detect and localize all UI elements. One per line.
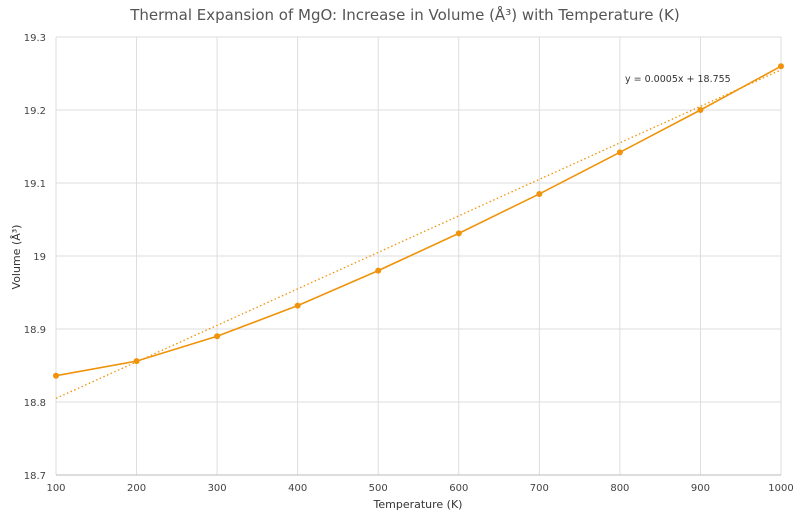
chart-title: Thermal Expansion of MgO: Increase in Vo… bbox=[129, 5, 680, 24]
trendline-line bbox=[55, 69, 782, 399]
series-volume bbox=[53, 63, 784, 379]
x-tick-label: 600 bbox=[449, 483, 468, 494]
data-point bbox=[697, 107, 704, 113]
x-tick-label: 300 bbox=[208, 483, 227, 494]
data-point bbox=[53, 372, 59, 379]
data-point bbox=[214, 333, 221, 340]
trendline bbox=[55, 69, 782, 399]
y-tick-label: 18.7 bbox=[24, 471, 46, 482]
y-tick-label: 18.9 bbox=[24, 325, 46, 336]
data-point bbox=[294, 302, 301, 309]
x-axis-ticks: 100 200 300 400 500 600 700 800 900 1000 bbox=[46, 483, 793, 494]
data-point bbox=[375, 267, 382, 274]
data-point bbox=[616, 149, 623, 156]
x-tick-label: 900 bbox=[691, 483, 710, 494]
x-axis-label: Temperature (K) bbox=[373, 498, 463, 511]
y-tick-label: 18.8 bbox=[24, 398, 46, 409]
series-line bbox=[55, 65, 782, 377]
data-point bbox=[455, 230, 462, 237]
y-tick-label: 19 bbox=[33, 252, 46, 263]
x-tick-label: 200 bbox=[127, 483, 146, 494]
y-tick-label: 19.2 bbox=[24, 106, 46, 117]
data-point bbox=[133, 358, 140, 365]
y-tick-label: 19.3 bbox=[24, 33, 46, 44]
x-tick-label: 1000 bbox=[768, 483, 793, 494]
y-tick-label: 19.1 bbox=[24, 179, 46, 190]
x-tick-label: 100 bbox=[46, 483, 65, 494]
data-point bbox=[778, 63, 784, 70]
grid bbox=[55, 36, 782, 476]
y-axis-label: Volume (Å³) bbox=[10, 225, 23, 290]
x-tick-label: 700 bbox=[530, 483, 549, 494]
x-tick-label: 800 bbox=[610, 483, 629, 494]
y-axis-ticks: 18.7 18.8 18.9 19 19.1 19.2 19.3 bbox=[24, 33, 46, 482]
data-point bbox=[536, 190, 543, 197]
x-tick-label: 400 bbox=[288, 483, 307, 494]
trendline-equation: y = 0.0005x + 18.755 bbox=[625, 74, 731, 85]
x-tick-label: 500 bbox=[369, 483, 388, 494]
